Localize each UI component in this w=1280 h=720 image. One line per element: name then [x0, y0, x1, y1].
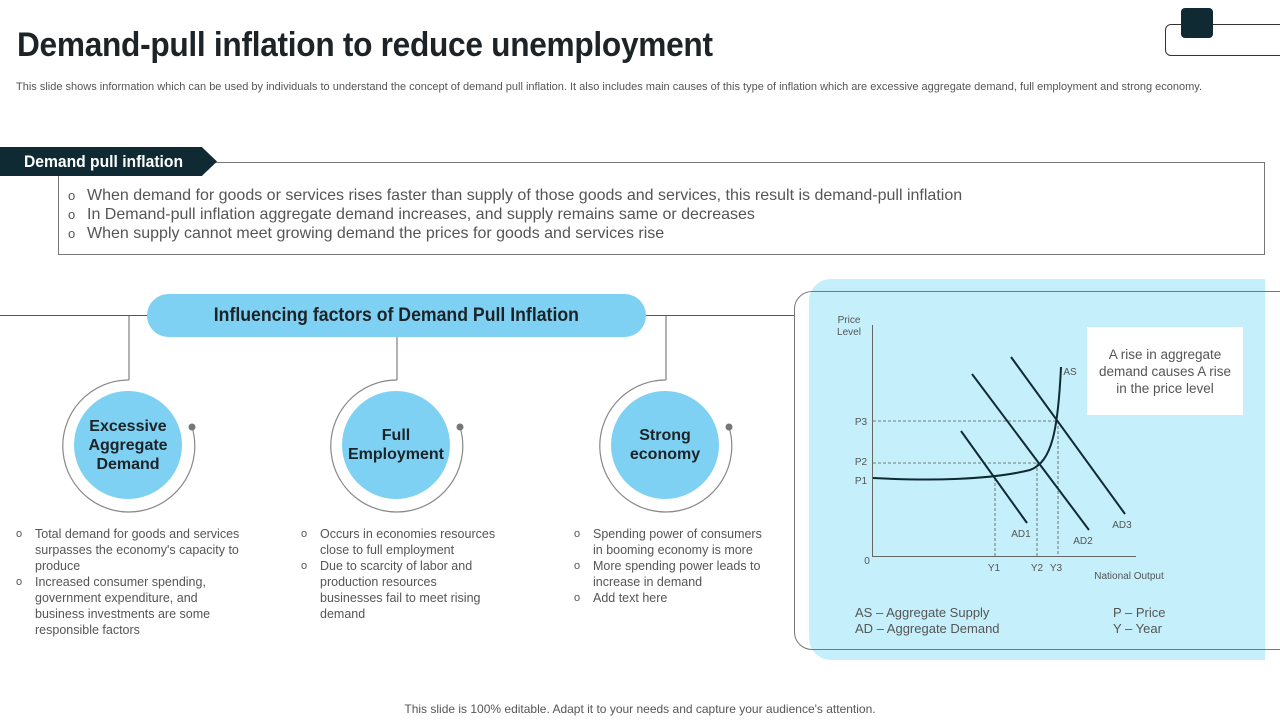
factor-circle-excessive-demand: Excessive Aggregate Demand [74, 391, 182, 499]
definition-point: In Demand-pull inflation aggregate deman… [68, 205, 962, 224]
factor-point: Add text here [574, 590, 774, 606]
definition-point: When supply cannot meet growing demand t… [68, 224, 962, 243]
chart-note: A rise in aggregate demand causes A rise… [1087, 327, 1243, 415]
page-subtitle: This slide shows information which can b… [16, 81, 1203, 93]
definition-list: When demand for goods or services rises … [68, 186, 962, 243]
page-title: Demand-pull inflation to reduce unemploy… [17, 26, 713, 64]
factor-name: Excessive Aggregate Demand [88, 417, 168, 473]
factor-point: Total demand for goods and services surp… [16, 526, 246, 574]
factor-point: Due to scarcity of labor and production … [301, 558, 501, 622]
legend-ad: AD – Aggregate Demand [855, 621, 1000, 636]
factors-heading-text: Influencing factors of Demand Pull Infla… [213, 305, 580, 326]
factor-point: More spending power leads to increase in… [574, 558, 774, 590]
legend-abbreviations: AS – Aggregate Supply AD – Aggregate Dem… [855, 605, 1000, 637]
definition-label: Demand pull inflation [24, 152, 184, 171]
definition-banner: Demand pull inflation [0, 147, 217, 176]
definition-box [58, 162, 1265, 255]
chart-note-text: A rise in aggregate demand causes A rise… [1098, 346, 1232, 396]
corner-decoration-square [1181, 8, 1213, 38]
legend-y: Y – Year [1113, 621, 1162, 636]
legend-variables: P – Price Y – Year [1113, 605, 1166, 637]
factor-circle-strong-economy: Strong economy [611, 391, 719, 499]
legend-as: AS – Aggregate Supply [855, 605, 990, 620]
factor-list-strong-economy: Spending power of consumers in booming e… [574, 526, 774, 606]
legend-p: P – Price [1113, 605, 1166, 620]
factor-list-excessive-demand: Total demand for goods and services surp… [16, 526, 246, 638]
factor-point: Occurs in economies resources close to f… [301, 526, 501, 558]
factors-heading: Influencing factors of Demand Pull Infla… [147, 294, 646, 337]
footer-note: This slide is 100% editable. Adapt it to… [404, 702, 876, 716]
factor-point: Increased consumer spending, government … [16, 574, 246, 638]
chart-frame [794, 291, 1280, 650]
factor-list-full-employment: Occurs in economies resources close to f… [301, 526, 501, 622]
definition-point: When demand for goods or services rises … [68, 186, 962, 205]
factor-circle-full-employment: Full Employment [342, 391, 450, 499]
factor-point: Spending power of consumers in booming e… [574, 526, 774, 558]
factor-name: Full Employment [347, 427, 444, 463]
corner-decoration-frame [1165, 24, 1280, 56]
factor-name: Strong economy [629, 427, 701, 463]
